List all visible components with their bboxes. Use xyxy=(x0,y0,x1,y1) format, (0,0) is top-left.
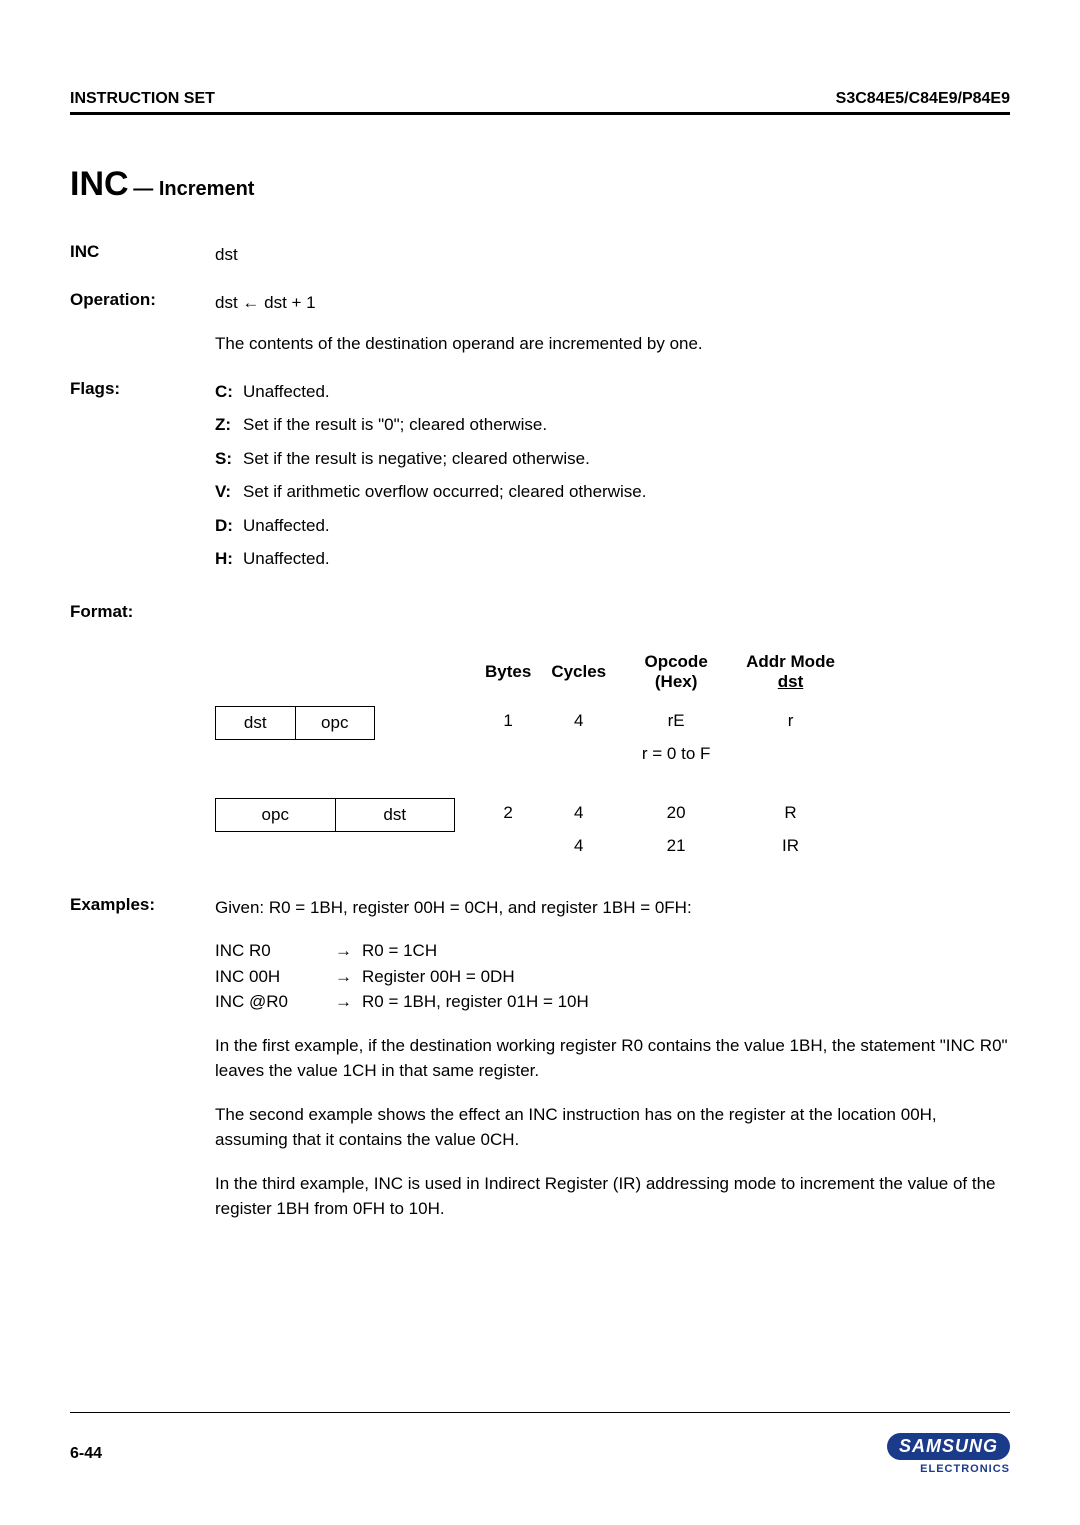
examples-given: Given: R0 = 1BH, register 00H = 0CH, and… xyxy=(215,895,1010,921)
example-para-1: In the first example, if the destination… xyxy=(215,1033,1010,1084)
page-header: INSTRUCTION SET S3C84E5/C84E9/P84E9 xyxy=(70,90,1010,115)
r1-note: r = 0 to F xyxy=(616,740,736,768)
header-right: S3C84E5/C84E9/P84E9 xyxy=(836,90,1010,108)
flag-item: C:Unaffected. xyxy=(215,379,1010,405)
r2-cycles2: 4 xyxy=(541,832,616,860)
title-subtitle: — Increment xyxy=(133,178,254,200)
arrow-icon: → xyxy=(335,989,352,1015)
r2-cycles1: 4 xyxy=(541,794,616,832)
example-result: R0 = 1BH, register 01H = 10H xyxy=(362,989,589,1015)
operation-desc: The contents of the destination operand … xyxy=(215,331,1010,357)
format-header-cycles: Cycles xyxy=(541,652,616,702)
operation-section: Operation: dst ← dst + 1 The contents of… xyxy=(70,290,1010,357)
flags-section: Flags: C:Unaffected. Z:Set if the result… xyxy=(70,379,1010,580)
flag-item: S:Set if the result is negative; cleared… xyxy=(215,446,1010,472)
flag-item: H:Unaffected. xyxy=(215,546,1010,572)
mnemonic-operand: dst xyxy=(215,242,1010,268)
example-para-3: In the third example, INC is used in Ind… xyxy=(215,1171,1010,1222)
example-instr: INC R0 xyxy=(215,938,335,964)
r2-opcode2: 21 xyxy=(616,832,736,860)
samsung-logo: SAMSUNG ELECTRONICS xyxy=(887,1433,1010,1475)
flag-text: Set if the result is negative; cleared o… xyxy=(243,446,590,472)
page-number: 6-44 xyxy=(70,1445,102,1463)
flag-text: Unaffected. xyxy=(243,546,330,572)
example-row-1: INC R0 → R0 = 1CH xyxy=(215,938,1010,964)
instruction-title: INC — Increment xyxy=(70,165,1010,204)
flag-item: Z:Set if the result is "0"; cleared othe… xyxy=(215,412,1010,438)
flag-item: D:Unaffected. xyxy=(215,513,1010,539)
format-row-2: opc dst 2 4 20 R xyxy=(215,794,845,832)
operation-label: Operation: xyxy=(70,290,215,357)
arrow-icon: → xyxy=(335,938,352,964)
r2-bytes: 2 xyxy=(475,794,541,832)
flag-letter: Z: xyxy=(215,412,243,438)
mnemonic-label: INC xyxy=(70,242,215,268)
r1-addr: r xyxy=(736,702,845,740)
operation-expr: dst ← dst + 1 xyxy=(215,290,1010,316)
opbox-dst: dst xyxy=(216,707,295,739)
title-mnemonic: INC xyxy=(70,165,129,203)
example-para-2: The second example shows the effect an I… xyxy=(215,1102,1010,1153)
flag-item: V:Set if arithmetic overflow occurred; c… xyxy=(215,479,1010,505)
flag-text: Set if arithmetic overflow occurred; cle… xyxy=(243,479,646,505)
examples-label: Examples: xyxy=(70,895,215,1222)
flag-letter: D: xyxy=(215,513,243,539)
example-result: Register 00H = 0DH xyxy=(362,964,515,990)
opcode-box-2: opc dst xyxy=(215,798,455,832)
format-row-1: dst opc 1 4 rE r xyxy=(215,702,845,740)
logo-subtext: ELECTRONICS xyxy=(887,1463,1010,1475)
format-row-2b: 4 21 IR xyxy=(215,832,845,860)
example-row-2: INC 00H → Register 00H = 0DH xyxy=(215,964,1010,990)
r1-bytes: 1 xyxy=(475,702,541,740)
flag-text: Unaffected. xyxy=(243,513,330,539)
format-row-1-note: r = 0 to F xyxy=(215,740,845,768)
r1-opcode: rE xyxy=(616,702,736,740)
flags-label: Flags: xyxy=(70,379,215,580)
r2-addr2: IR xyxy=(736,832,845,860)
flag-letter: C: xyxy=(215,379,243,405)
example-instr: INC 00H xyxy=(215,964,335,990)
flag-letter: H: xyxy=(215,546,243,572)
format-table: Bytes Cycles Opcode (Hex) Addr Modedst d… xyxy=(215,652,845,860)
example-result: R0 = 1CH xyxy=(362,938,437,964)
r2-addr1: R xyxy=(736,794,845,832)
header-left: INSTRUCTION SET xyxy=(70,90,215,108)
examples-section: Examples: Given: R0 = 1BH, register 00H … xyxy=(70,895,1010,1222)
flag-text: Set if the result is "0"; cleared otherw… xyxy=(243,412,547,438)
opcode-box-1: dst opc xyxy=(215,706,375,740)
format-label: Format: xyxy=(70,602,215,622)
format-header-addr: Addr Mode xyxy=(746,652,835,671)
flag-list: C:Unaffected. Z:Set if the result is "0"… xyxy=(215,379,1010,572)
flag-letter: S: xyxy=(215,446,243,472)
page-footer: 6-44 SAMSUNG ELECTRONICS xyxy=(70,1412,1010,1475)
logo-text: SAMSUNG xyxy=(887,1433,1010,1460)
arrow-icon: → xyxy=(335,964,352,990)
example-instr: INC @R0 xyxy=(215,989,335,1015)
format-header-dst: dst xyxy=(778,672,804,691)
format-header-row: Bytes Cycles Opcode (Hex) Addr Modedst xyxy=(215,652,845,702)
format-header-bytes: Bytes xyxy=(475,652,541,702)
opbox-dst: dst xyxy=(335,799,455,831)
format-header-opcode: Opcode (Hex) xyxy=(644,652,707,691)
flag-text: Unaffected. xyxy=(243,379,330,405)
opbox-opc: opc xyxy=(216,799,335,831)
mnemonic-row: INC dst xyxy=(70,242,1010,268)
flag-letter: V: xyxy=(215,479,243,505)
format-section: Format: Bytes Cycles Opcode (Hex) Addr M… xyxy=(70,602,1010,860)
example-row-3: INC @R0 → R0 = 1BH, register 01H = 10H xyxy=(215,989,1010,1015)
r1-cycles: 4 xyxy=(541,702,616,740)
opbox-opc: opc xyxy=(295,707,375,739)
r2-opcode1: 20 xyxy=(616,794,736,832)
